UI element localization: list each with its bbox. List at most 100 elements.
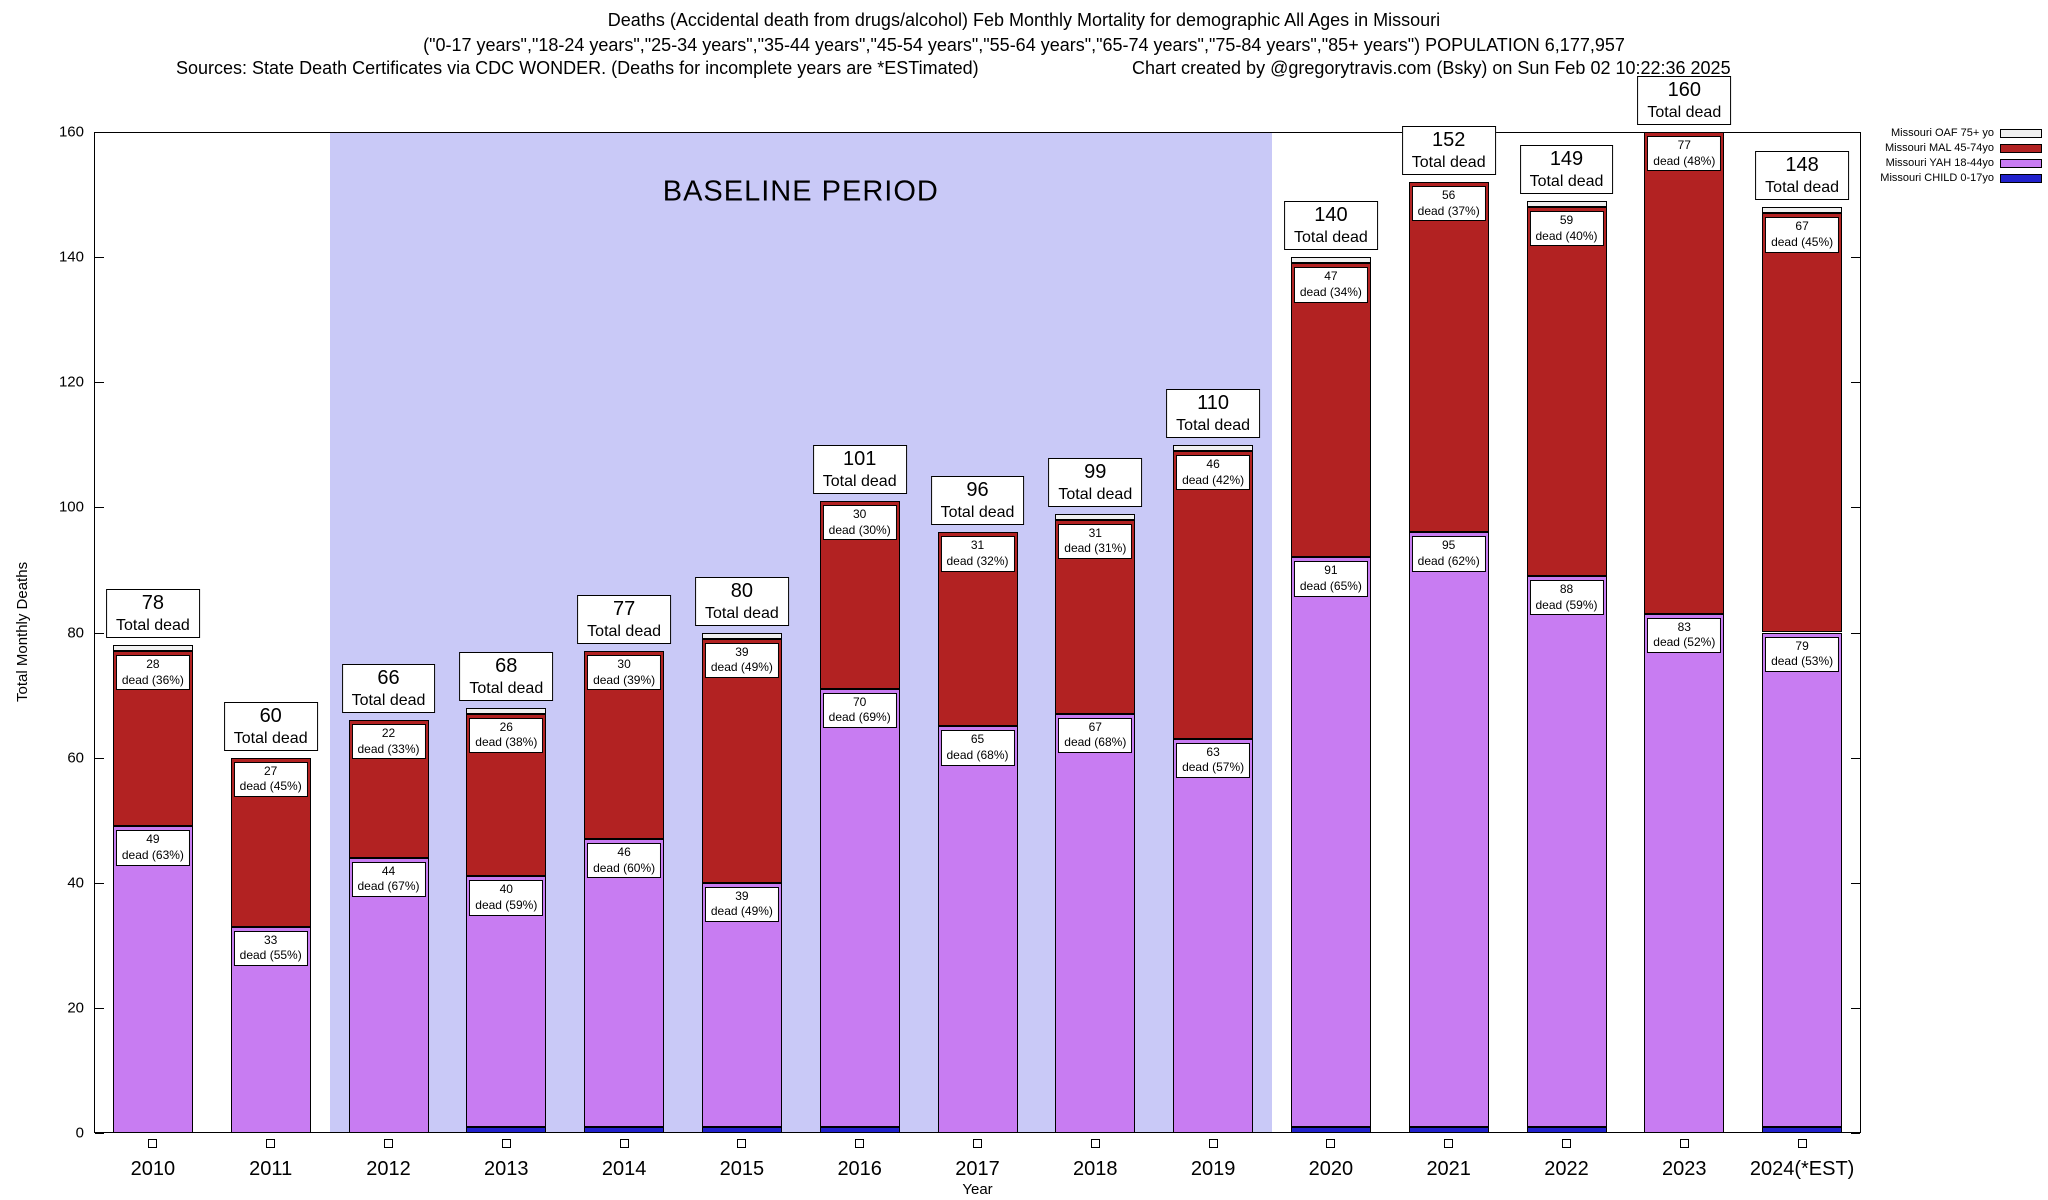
y-tick-mark-right xyxy=(1851,757,1860,759)
y-tick-mark-right xyxy=(1851,632,1860,634)
label-line: 66 xyxy=(377,667,400,690)
label-line: 91 xyxy=(1324,563,1338,578)
label-line: dead (62%) xyxy=(1417,553,1480,568)
yah-segment-label: 88 dead (59%) xyxy=(1529,580,1604,616)
total-dead-label: 152 Total dead xyxy=(1401,126,1496,176)
bar-segment-yah-18-44 xyxy=(584,838,665,1127)
x-tick-label: 2019 xyxy=(1190,1158,1236,1180)
y-tick-mark-right xyxy=(1851,1133,1860,1134)
label-line: Total dead xyxy=(233,729,308,747)
label-line: 77 xyxy=(1677,138,1691,152)
bar-segment-yah-18-44 xyxy=(466,876,547,1127)
label-line: Total dead xyxy=(1647,104,1722,121)
label-line: Total dead xyxy=(1529,172,1604,190)
total-dead-label: 68 Total dead xyxy=(459,651,554,701)
label-line: dead (69%) xyxy=(828,710,891,725)
label-line: dead (36%) xyxy=(121,672,184,687)
legend-swatch xyxy=(2000,173,2042,183)
total-dead-label: 60 Total dead xyxy=(223,701,318,751)
total-dead-label: 77 Total dead xyxy=(577,595,672,645)
x-tick-label: 2012 xyxy=(366,1158,411,1180)
label-line: 22 xyxy=(381,726,396,741)
y-tick-mark xyxy=(95,257,104,259)
label-line: dead (55%) xyxy=(239,948,302,963)
legend-swatch xyxy=(2000,143,2042,153)
y-tick-mark xyxy=(95,757,104,759)
label-line: dead (34%) xyxy=(1299,284,1362,299)
label-line: Total dead xyxy=(1176,416,1251,434)
baseline-period-label: BASELINE PERIOD xyxy=(662,175,939,208)
bar-segment-yah-18-44 xyxy=(1408,532,1489,1127)
mal-segment-label: 27 dead (45%) xyxy=(233,761,308,797)
label-line: dead (49%) xyxy=(710,904,773,919)
mal-segment-label: 39 dead (49%) xyxy=(704,642,779,678)
x-tick-label: 2013 xyxy=(484,1158,529,1180)
bar-segment-oaf-75plus xyxy=(1055,513,1136,520)
mal-segment-label: 26 dead (38%) xyxy=(469,717,544,754)
label-line: 30 xyxy=(617,657,631,672)
label-line: dead (31%) xyxy=(1064,541,1127,556)
label-line: 70 xyxy=(853,694,867,709)
y-tick-mark xyxy=(95,1007,104,1009)
axis-base-marker xyxy=(1679,1139,1689,1148)
label-line: 160 xyxy=(1667,79,1701,101)
label-line: dead (40%) xyxy=(1535,228,1598,243)
axis-base-marker xyxy=(619,1139,629,1148)
mal-segment-label: 67 dead (45%) xyxy=(1765,217,1840,253)
x-tick-label: 2011 xyxy=(249,1158,293,1180)
label-line: Total dead xyxy=(940,504,1015,522)
y-axis-title: Total Monthly Deaths xyxy=(14,561,31,702)
total-dead-label: 140 Total dead xyxy=(1283,201,1378,251)
bar-segment-child-0-17 xyxy=(584,1126,665,1133)
yah-segment-label: 79 dead (53%) xyxy=(1765,636,1840,672)
yah-segment-label: 44 dead (67%) xyxy=(351,861,426,897)
label-line: 27 xyxy=(264,763,278,778)
x-tick-label: 2023 xyxy=(1662,1158,1707,1180)
label-line: 101 xyxy=(843,448,877,471)
chart-credit: Chart created by @gregorytravis.com (Bsk… xyxy=(1132,58,1731,78)
bar-segment-oaf-75plus xyxy=(1762,207,1843,214)
bar-segment-oaf-75plus xyxy=(1173,444,1254,452)
yah-segment-label: 95 dead (62%) xyxy=(1411,536,1486,572)
label-line: dead (68%) xyxy=(946,747,1009,762)
label-line: 63 xyxy=(1206,744,1220,759)
legend: Missouri OAF 75+ yo Missouri MAL 45-74yo M… xyxy=(1880,127,2042,187)
mal-segment-label: 30 dead (30%) xyxy=(822,505,897,541)
y-tick-label: 140 xyxy=(58,248,84,266)
label-line: 149 xyxy=(1549,147,1584,170)
bar-segment-child-0-17 xyxy=(1290,1126,1371,1133)
label-line: Total dead xyxy=(115,617,190,634)
y-tick-mark-right xyxy=(1851,507,1860,509)
label-line: 39 xyxy=(735,644,749,659)
axis-base-marker xyxy=(1208,1139,1218,1148)
axis-base-marker xyxy=(1562,1139,1571,1148)
legend-item: Missouri OAF 75+ yo xyxy=(1880,127,2042,139)
total-dead-label: 66 Total dead xyxy=(341,664,436,714)
total-dead-label: 96 Total dead xyxy=(930,476,1025,526)
total-dead-label: 110 Total dead xyxy=(1166,388,1261,438)
y-tick-mark xyxy=(95,507,104,509)
axis-base-marker xyxy=(266,1139,276,1148)
y-tick-label: 80 xyxy=(67,624,84,641)
label-line: 31 xyxy=(1088,525,1102,540)
yah-segment-label: 67 dead (68%) xyxy=(1058,717,1133,754)
label-line: 39 xyxy=(735,888,749,903)
y-tick-mark xyxy=(95,632,104,634)
bar-segment-child-0-17 xyxy=(1408,1126,1489,1133)
x-axis-title: Year xyxy=(962,1181,993,1198)
label-line: 44 xyxy=(381,863,396,878)
label-line: dead (52%) xyxy=(1653,635,1716,650)
y-tick-mark-right xyxy=(1851,882,1860,884)
bar-segment-yah-18-44 xyxy=(1644,613,1725,1133)
label-line: 26 xyxy=(499,719,513,734)
yah-segment-label: 70 dead (69%) xyxy=(822,692,897,728)
bar-segment-oaf-75plus xyxy=(1290,257,1371,264)
axis-base-marker xyxy=(1797,1139,1807,1148)
legend-item: Missouri MAL 45-74yo xyxy=(1880,142,2042,154)
bar-segment-yah-18-44 xyxy=(1173,738,1254,1133)
bar-segment-oaf-75plus xyxy=(466,707,547,714)
axis-base-marker xyxy=(148,1139,158,1148)
label-line: Total dead xyxy=(1411,154,1486,172)
label-line: 56 xyxy=(1442,188,1456,203)
